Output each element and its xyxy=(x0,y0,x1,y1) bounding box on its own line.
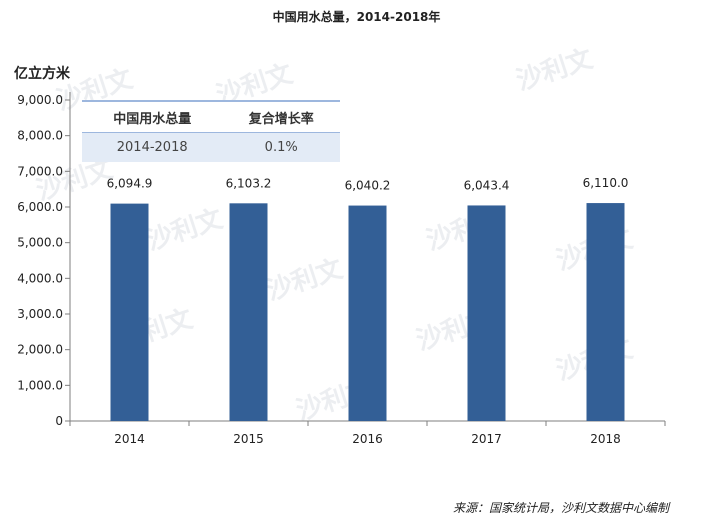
y-tick-label: 7,000.0 xyxy=(17,164,63,178)
y-axis-title: 亿立方米 xyxy=(14,65,71,82)
x-tick-label-2014: 2014 xyxy=(114,432,145,446)
x-tick-label-2018: 2018 xyxy=(590,432,621,446)
watermark-text: 沙利文 xyxy=(143,203,228,257)
y-tick-label: 6,000.0 xyxy=(17,200,63,214)
y-tick-label: 9,000.0 xyxy=(17,93,63,107)
table-row: 2014-2018 0.1% xyxy=(82,132,340,162)
watermark-text: 沙利文 xyxy=(263,253,348,307)
bars-group: 6,094.9 6,103.2 6,040.2 6,043.4 6,110.0 xyxy=(107,176,629,421)
x-axis: 2014 2015 2016 2017 2018 xyxy=(69,420,666,446)
y-tick-label: 2,000.0 xyxy=(17,343,63,357)
y-tick-label: 0 xyxy=(55,414,63,428)
y-tick-label: 5,000.0 xyxy=(17,236,63,250)
data-label-2016: 6,040.2 xyxy=(345,179,391,193)
table-cell-period: 2014-2018 xyxy=(82,132,223,162)
bar-2017 xyxy=(467,205,506,421)
data-label-2014: 6,094.9 xyxy=(107,177,153,191)
data-label-2017: 6,043.4 xyxy=(464,178,510,192)
watermark-text: 沙利文 xyxy=(513,43,598,97)
x-tick-label-2016: 2016 xyxy=(352,432,383,446)
x-tick-label-2015: 2015 xyxy=(233,432,264,446)
y-tick-label: 4,000.0 xyxy=(17,271,63,285)
y-tick-label: 3,000.0 xyxy=(17,307,63,321)
data-label-2015: 6,103.2 xyxy=(226,176,272,190)
x-tick-label-2017: 2017 xyxy=(471,432,502,446)
cagr-summary-table: 中国用水总量 复合增长率 2014-2018 0.1% xyxy=(82,100,340,162)
y-axis: 0 1,000.0 2,000.0 3,000.0 4,000.0 5,000.0 6,00… xyxy=(17,92,71,428)
chart-title: 中国用水总量，2014-2018年 xyxy=(272,10,441,24)
y-tick-label: 8,000.0 xyxy=(17,129,63,143)
table-header-total-water: 中国用水总量 xyxy=(82,100,223,133)
table-cell-cagr-value: 0.1% xyxy=(222,132,340,162)
bar-2015 xyxy=(229,203,268,421)
table-header-cagr: 复合增长率 xyxy=(222,100,340,133)
data-label-2018: 6,110.0 xyxy=(583,176,629,190)
source-note: 来源：国家统计局，沙利文数据中心编制 xyxy=(452,501,669,515)
y-tick-label: 1,000.0 xyxy=(17,378,63,392)
bar-2014 xyxy=(110,203,149,421)
table-header-row: 中国用水总量 复合增长率 xyxy=(82,100,340,133)
bar-2018 xyxy=(586,203,625,421)
bar-2016 xyxy=(348,205,387,421)
